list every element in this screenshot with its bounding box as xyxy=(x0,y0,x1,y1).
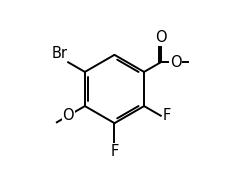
Text: F: F xyxy=(110,144,118,159)
Text: Br: Br xyxy=(51,46,67,61)
Text: O: O xyxy=(170,55,181,70)
Text: F: F xyxy=(162,108,170,123)
Text: O: O xyxy=(62,108,74,123)
Text: O: O xyxy=(155,30,166,45)
